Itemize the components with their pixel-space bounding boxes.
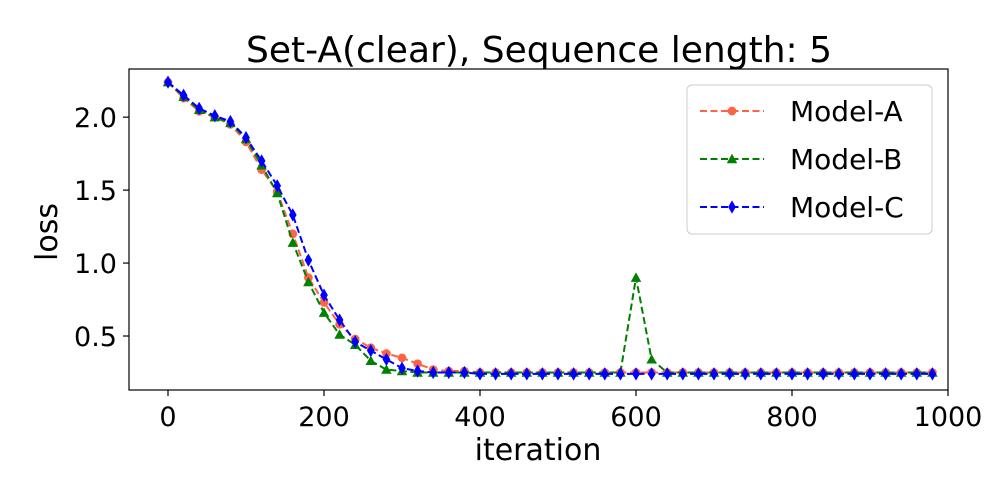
y-tick-label: 0.5	[74, 322, 117, 353]
data-point-model-b	[271, 187, 283, 198]
data-point-model-c	[538, 367, 547, 381]
data-point-model-c	[507, 367, 516, 381]
data-point-model-c	[226, 114, 235, 129]
x-axis-title: iteration	[475, 433, 602, 468]
x-tick-label: 0	[159, 402, 176, 433]
x-tick-label: 600	[610, 402, 662, 433]
data-point-model-c	[725, 367, 734, 381]
data-point-model-c	[460, 365, 469, 380]
data-point-model-c	[881, 367, 890, 381]
data-point-model-c	[382, 352, 391, 367]
data-point-model-b	[630, 272, 642, 282]
data-point-model-c	[273, 179, 282, 193]
data-point-model-c	[866, 367, 874, 381]
data-point-model-c	[413, 364, 422, 378]
data-point-model-c	[366, 343, 375, 358]
legend-marker-model-b	[726, 153, 738, 164]
axis-ticks: 0 200 400 600 800 1000 0.5 1.0 1.5 2.0	[74, 103, 982, 433]
legend-marker-model-a	[727, 106, 737, 116]
data-point-model-c	[522, 367, 531, 381]
data-point-model-c	[585, 367, 594, 381]
chart-title: Set-A(clear), Sequence length: 5	[246, 30, 832, 71]
data-point-model-c	[928, 367, 937, 381]
data-point-model-c	[210, 109, 219, 123]
x-tick-label: 1000	[914, 402, 983, 433]
data-point-model-c	[444, 365, 453, 380]
data-point-model-b	[381, 364, 392, 374]
data-point-model-c	[257, 154, 266, 168]
x-tick-label: 400	[454, 402, 506, 433]
legend-marker-model-c	[728, 200, 736, 214]
data-point-model-c	[179, 88, 188, 102]
data-point-model-c	[491, 367, 500, 381]
legend-label-model-b: Model-B	[790, 143, 902, 176]
data-point-model-b	[646, 354, 657, 364]
legend-box	[686, 84, 933, 235]
data-point-model-c	[616, 367, 625, 381]
data-point-model-c	[897, 367, 906, 381]
data-point-model-c	[164, 75, 172, 89]
data-point-model-c	[242, 130, 250, 145]
data-point-model-a	[413, 359, 422, 369]
series-line-model-c	[167, 81, 933, 375]
data-point-model-c	[335, 313, 344, 327]
data-point-model-c	[398, 361, 406, 375]
data-point-model-c	[304, 253, 313, 267]
x-tick-label: 200	[298, 402, 350, 433]
data-point-model-c	[819, 367, 828, 381]
data-point-model-c	[741, 367, 750, 381]
y-tick-label: 2.0	[74, 103, 117, 134]
data-point-model-c	[912, 367, 921, 381]
data-point-model-c	[850, 367, 859, 381]
y-tick-label: 1.5	[74, 176, 117, 207]
data-point-model-c	[834, 367, 843, 381]
data-point-model-c	[647, 367, 656, 381]
data-point-model-b	[303, 276, 314, 287]
series-model-c	[164, 75, 937, 381]
data-point-model-c	[772, 367, 781, 381]
data-point-model-c	[632, 367, 640, 381]
data-point-model-b	[365, 355, 377, 366]
data-point-model-b	[287, 237, 299, 247]
data-point-model-a	[397, 353, 407, 363]
data-point-model-c	[320, 288, 328, 302]
data-point-model-c	[288, 208, 297, 222]
data-point-model-c	[554, 367, 562, 381]
data-point-model-c	[476, 367, 484, 381]
y-tick-label: 1.0	[74, 249, 117, 280]
data-point-model-c	[788, 367, 796, 381]
x-tick-label: 800	[766, 402, 818, 433]
data-point-model-c	[569, 367, 578, 381]
legend: Model-A Model-B Model-C	[686, 84, 933, 235]
data-point-model-c	[756, 367, 765, 381]
data-point-model-c	[678, 367, 687, 381]
data-point-model-c	[600, 367, 609, 381]
plot-area	[162, 75, 938, 381]
data-point-model-b	[318, 307, 330, 317]
y-axis-title: loss	[30, 203, 65, 261]
legend-label-model-a: Model-A	[790, 95, 903, 128]
data-point-model-c	[694, 367, 703, 381]
data-point-model-c	[429, 365, 438, 380]
data-point-model-c	[195, 101, 204, 116]
data-point-model-c	[663, 367, 672, 381]
legend-label-model-c: Model-C	[790, 191, 904, 224]
data-point-model-b	[334, 329, 345, 339]
plot-frame	[128, 68, 949, 391]
data-point-model-c	[710, 367, 718, 381]
data-point-model-c	[803, 367, 812, 381]
data-point-model-c	[351, 335, 360, 349]
